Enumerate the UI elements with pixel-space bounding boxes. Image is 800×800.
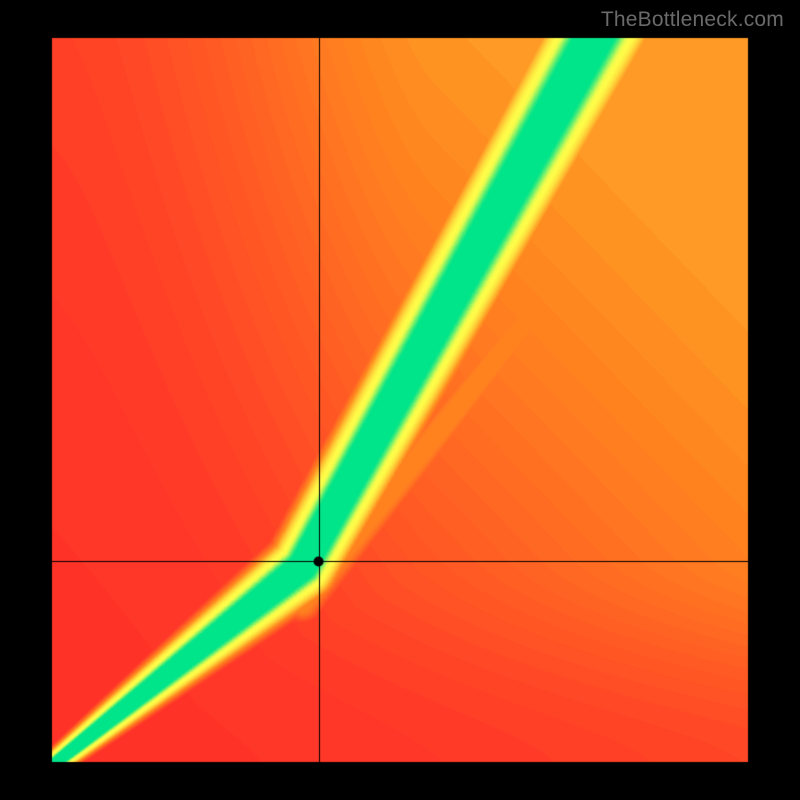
chart-stage: TheBottleneck.com <box>0 0 800 800</box>
heatmap-canvas <box>0 0 800 800</box>
